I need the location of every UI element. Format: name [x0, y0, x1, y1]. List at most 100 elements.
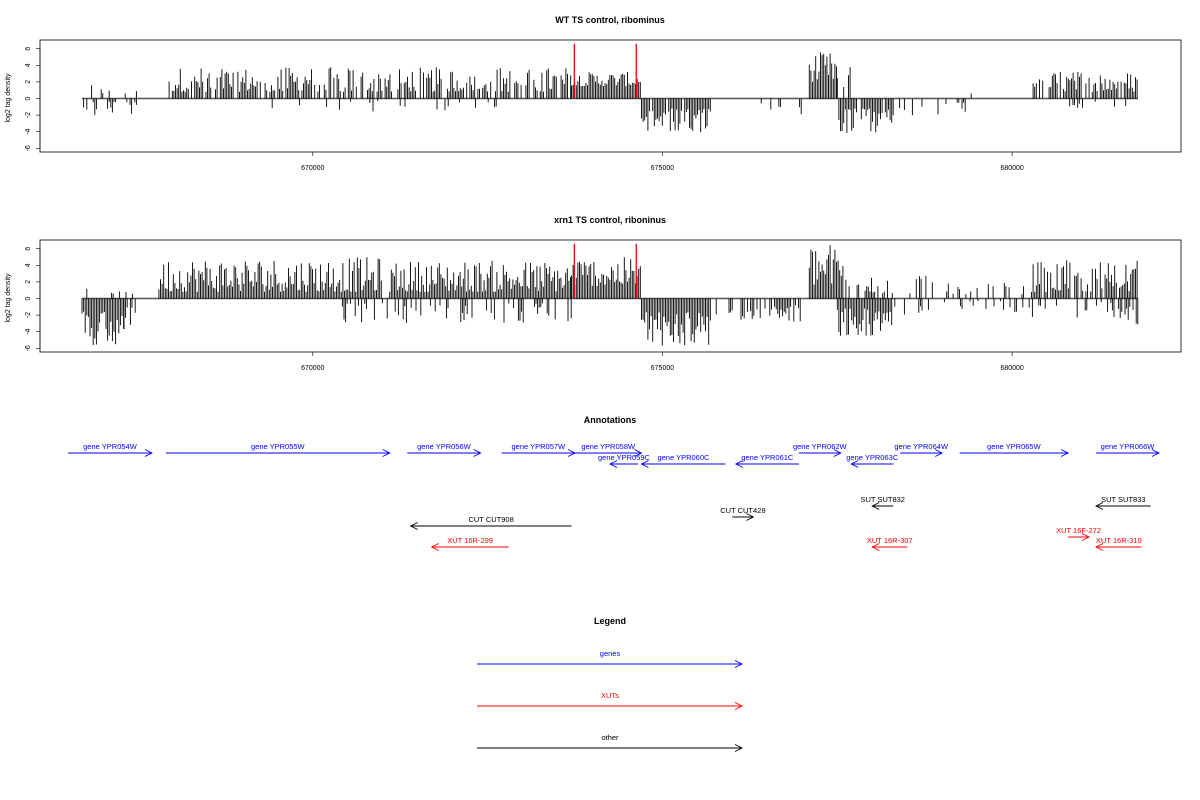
annotation-feature: gene YPR056W [407, 442, 482, 457]
feature-label: XUT 16F-272 [1056, 526, 1101, 535]
feature-label: gene YPR064W [894, 442, 949, 451]
density-bar-set [81, 298, 1139, 346]
x-axis: 670000 675000 680000 [301, 352, 1024, 372]
legend-entry: XUTs [477, 691, 744, 710]
y-tick-label: 4 [25, 63, 32, 67]
feature-label: XUT 16R-307 [867, 536, 913, 545]
annotation-feature: XUT 16F-272 [1056, 526, 1101, 541]
y-tick-label: -4 [25, 128, 32, 134]
feature-label: gene YPR060C [657, 453, 710, 462]
annotation-feature: gene YPR059C [598, 453, 651, 468]
arrow-head [1081, 533, 1091, 541]
feature-label: gene YPR061C [741, 453, 794, 462]
legend-title: Legend [594, 616, 626, 626]
arrow-head [734, 460, 744, 468]
feature-label: CUT CUT428 [720, 506, 765, 515]
annotation-feature: SUT SUT832 [861, 495, 905, 510]
red-markers [573, 43, 637, 99]
y-axis-label: log2 tag density [5, 273, 12, 323]
y-tick-label: -4 [25, 328, 32, 334]
arrow-head [473, 449, 482, 457]
y-tick-label: -6 [25, 145, 32, 151]
legend-entry: other [477, 733, 744, 752]
feature-label: XUT 16R-310 [1096, 536, 1142, 545]
legend-label: other [601, 733, 619, 742]
y-axis-label: log2 tag density [5, 73, 12, 123]
annotation-feature: XUT 16R-310 [1095, 536, 1142, 551]
arrow-head [850, 460, 859, 468]
annotation-feature: gene YPR055W [165, 442, 391, 457]
annotations-title: Annotations [584, 415, 637, 425]
arrow-head [1151, 449, 1160, 457]
panel-title: xrn1 TS control, riboninus [554, 215, 666, 225]
annotation-feature: gene YPR061C [734, 453, 799, 468]
feature-label: gene YPR062W [793, 442, 848, 451]
legend: Legend genes XUTs other [477, 616, 744, 752]
feature-label: gene YPR055W [251, 442, 306, 451]
y-axis: 6 4 2 0 -2 -4 -6 [25, 47, 41, 151]
annotation-feature: gene YPR058W [575, 442, 643, 457]
arrow-head [382, 449, 391, 457]
feature-label: gene YPR065W [987, 442, 1042, 451]
density-bars [81, 245, 1139, 346]
arrow-head [734, 660, 744, 668]
red-markers [573, 243, 637, 299]
x-tick-label: 680000 [1000, 365, 1023, 372]
annotation-feature: XUT 16R-307 [867, 536, 913, 551]
annotation-feature: gene YPR057W [501, 442, 577, 457]
annotation-feature: gene YPR065W [959, 442, 1070, 457]
feature-label: gene YPR058W [581, 442, 636, 451]
arrow-head [934, 449, 944, 457]
feature-label: gene YPR054W [83, 442, 138, 451]
feature-label: gene YPR063C [846, 453, 899, 462]
feature-label: gene YPR059C [598, 453, 651, 462]
x-tick-label: 675000 [651, 165, 674, 172]
feature-label: gene YPR066W [1101, 442, 1156, 451]
legend-label: XUTs [601, 691, 619, 700]
xrn1-density-panel: xrn1 TS control, riboninus log2 tag dens… [5, 215, 1182, 372]
x-tick-label: 670000 [301, 165, 324, 172]
feature-label: gene YPR057W [511, 442, 566, 451]
y-tick-label: 0 [25, 296, 32, 300]
y-axis: 6 4 2 0 -2 -4 -6 [25, 247, 41, 351]
feature-label: gene YPR056W [417, 442, 472, 451]
arrow-head [833, 449, 842, 457]
y-tick-label: -6 [25, 345, 32, 351]
annotation-feature: gene YPR060C [640, 453, 726, 468]
arrow-head [1060, 449, 1070, 457]
feature-label: SUT SUT832 [861, 495, 905, 504]
arrow-head [409, 522, 418, 530]
annotation-feature: gene YPR054W [68, 442, 153, 457]
density-bar-set [86, 245, 1138, 299]
x-tick-label: 675000 [651, 365, 674, 372]
arrow-head [871, 543, 880, 551]
y-tick-label: 6 [25, 47, 32, 51]
arrow-head [430, 543, 439, 551]
series-plus-strand [86, 245, 1138, 299]
annotations-track: Annotations gene YPR054W gene YPR055W gene… [68, 415, 1160, 551]
arrow-head [871, 502, 880, 510]
y-tick-label: 2 [25, 280, 32, 284]
x-tick-label: 680000 [1000, 165, 1023, 172]
legend-entry: genes [477, 649, 744, 668]
series-minus-strand [81, 298, 1139, 346]
annotation-feature: CUT CUT908 [409, 515, 572, 530]
arrow-head [746, 513, 755, 521]
annotation-feature: gene YPR064W [894, 442, 949, 457]
density-bar-set [91, 52, 1138, 99]
annotation-feature: gene YPR062W [793, 442, 848, 457]
annotation-feature: XUT 16R-299 [430, 536, 509, 551]
y-tick-label: 0 [25, 96, 32, 100]
feature-label: XUT 16R-299 [447, 536, 493, 545]
x-tick-label: 670000 [301, 365, 324, 372]
feature-label: SUT SUT833 [1101, 495, 1145, 504]
annotation-feature: CUT CUT428 [720, 506, 766, 521]
annotation-feature: gene YPR063C [846, 453, 899, 468]
series-plus-strand [91, 52, 1138, 99]
wt-density-panel: WT TS control, ribominus log2 tag densit… [5, 15, 1182, 172]
y-tick-label: -2 [25, 312, 32, 318]
x-axis: 670000 675000 680000 [301, 152, 1024, 172]
panel-title: WT TS control, ribominus [555, 15, 665, 25]
arrow-head [734, 744, 744, 752]
